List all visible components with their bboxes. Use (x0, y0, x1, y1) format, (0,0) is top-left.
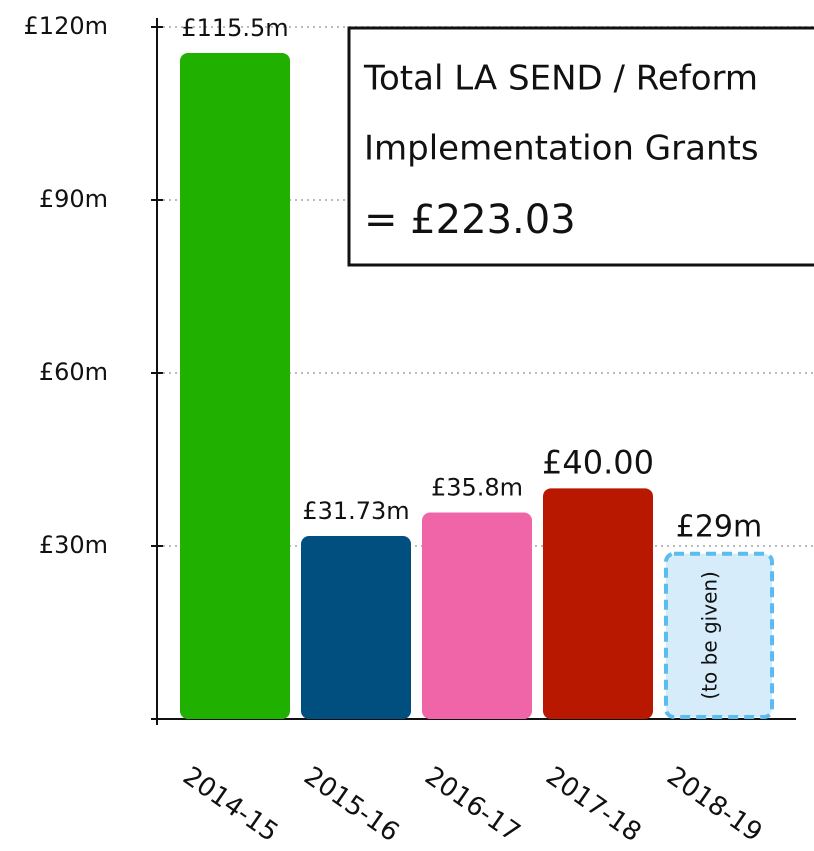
bar (180, 52, 290, 719)
annotation-line: Total LA SEND / Reform (363, 59, 758, 99)
bar (543, 488, 653, 719)
y-tick-label: £90m (39, 185, 108, 213)
annotation-line: = £223.03 (364, 197, 576, 243)
x-tick-label: 2015-16 (298, 761, 404, 848)
y-tick-label: £120m (24, 12, 108, 40)
bar (422, 512, 532, 719)
bar (664, 551, 774, 719)
value-label: £40.00 (542, 443, 654, 481)
bar (301, 536, 411, 719)
x-tick-label: 2017-18 (540, 761, 646, 848)
x-tick-label: 2016-17 (419, 761, 525, 848)
x-tick-label: 2014-15 (177, 761, 283, 848)
bar-note: (to be given) (698, 571, 722, 699)
value-label: £35.8m (431, 474, 523, 502)
annotation-box (347, 26, 814, 267)
annotation-line: Implementation Grants (364, 129, 759, 169)
value-label: £115.5m (181, 14, 288, 42)
x-tick-label: 2018-19 (661, 761, 767, 848)
y-tick-label: £30m (39, 531, 108, 559)
y-tick-label: £60m (39, 358, 108, 386)
value-label: £29m (676, 509, 762, 544)
value-label: £31.73m (302, 497, 409, 525)
